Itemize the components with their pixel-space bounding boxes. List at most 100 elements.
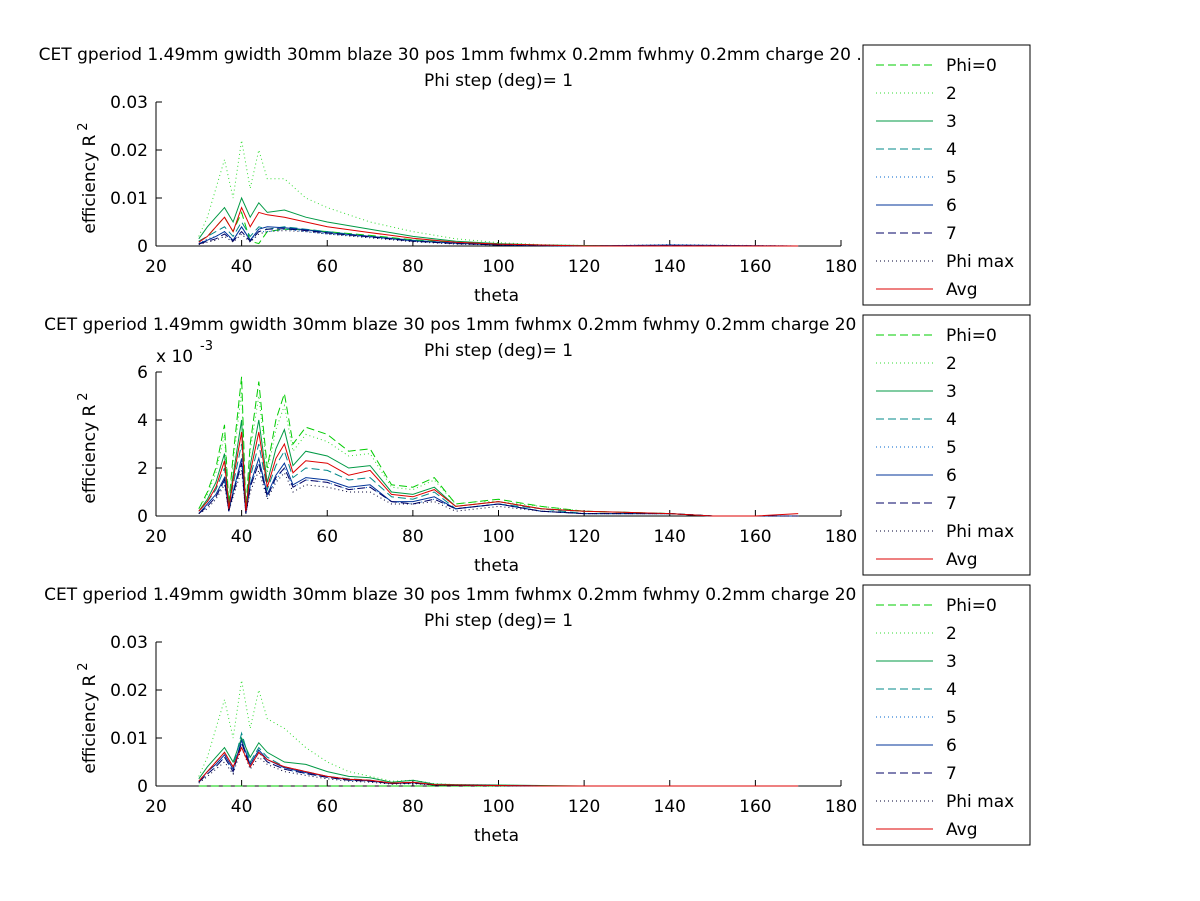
legend-label: Phi=0 [946, 56, 997, 76]
x-tick-label: 160 [739, 527, 771, 547]
legend-label: Phi max [946, 792, 1014, 812]
x-tick-label: 160 [739, 797, 771, 817]
x-tick-label: 140 [654, 797, 686, 817]
legend-label: 7 [946, 224, 957, 244]
x-tick-label: 100 [482, 257, 514, 277]
legend-label: Avg [946, 550, 978, 570]
series-line-7 [198, 461, 799, 517]
chart-panel-1: CET gperiod 1.49mm gwidth 30mm blaze 30 … [39, 44, 1031, 306]
y-tick-label: 2 [137, 459, 148, 479]
legend-label: 4 [946, 140, 957, 160]
legend-label: 4 [946, 680, 957, 700]
y-axis-label: efficiency R 2 [76, 392, 100, 503]
legend-label: 5 [946, 708, 957, 728]
chart-title: CET gperiod 1.49mm gwidth 30mm blaze 30 … [44, 315, 953, 335]
y-tick-label: 0 [137, 507, 148, 527]
legend-label: 5 [946, 438, 957, 458]
legend-box [862, 584, 1031, 846]
y-axis-label-superscript: 2 [76, 662, 91, 670]
series-line-7 [198, 741, 799, 787]
legend-label: 7 [946, 764, 957, 784]
legend-label: 6 [946, 466, 957, 486]
y-axis-label-superscript: 2 [76, 122, 91, 130]
x-tick-label: 40 [231, 527, 253, 547]
legend-box [862, 44, 1031, 306]
legend-label: 6 [946, 736, 957, 756]
legend-label: 5 [946, 168, 957, 188]
chart-panel-3: CET gperiod 1.49mm gwidth 30mm blaze 30 … [44, 584, 1031, 846]
y-tick-label: 0.02 [110, 681, 148, 701]
y-tick-label: 0 [137, 237, 148, 257]
chart-subtitle: Phi step (deg)= 1 [424, 341, 573, 361]
y-tick-label: 0.01 [110, 189, 148, 209]
x-tick-label: 80 [402, 257, 424, 277]
series-line-6 [198, 738, 799, 787]
x-tick-label: 120 [568, 257, 600, 277]
legend-label: 6 [946, 196, 957, 216]
series-line-4 [198, 731, 799, 787]
y-axis-label: efficiency R 2 [76, 662, 100, 773]
legend-label: 2 [946, 84, 957, 104]
legend-box [862, 314, 1031, 576]
x-tick-label: 80 [402, 527, 424, 547]
y-exponent-label: x 10 [156, 347, 193, 367]
legend: Phi=0 2 3 4 5 6 7 Phi max Avg [862, 314, 1031, 576]
x-tick-label: 40 [231, 257, 253, 277]
series-line-4 [198, 443, 799, 517]
series-line-9 [198, 206, 799, 247]
y-axis-label-text: efficiency R [80, 675, 100, 774]
y-tick-label: 0 [137, 777, 148, 797]
legend-label: 7 [946, 494, 957, 514]
series-line-1 [198, 376, 799, 517]
y-axis-label-text: efficiency R [80, 135, 100, 234]
y-tick-label: 4 [137, 411, 148, 431]
chart-panel-2: CET gperiod 1.49mm gwidth 30mm blaze 30 … [44, 314, 1031, 576]
legend-label: 3 [946, 652, 957, 672]
series-line-3 [198, 196, 799, 247]
series-line-5 [198, 461, 799, 517]
legend-label: Phi=0 [946, 596, 997, 616]
series-line-5 [198, 225, 799, 247]
y-axis-label: efficiency R 2 [76, 122, 100, 233]
series-line-2 [198, 391, 799, 517]
legend-label: 2 [946, 624, 957, 644]
x-tick-label: 160 [739, 257, 771, 277]
y-tick-label: 0.03 [110, 93, 148, 113]
series-line-7 [198, 228, 799, 247]
x-tick-label: 100 [482, 797, 514, 817]
y-axis-label-superscript: 2 [76, 392, 91, 400]
series-line-5 [198, 741, 799, 787]
x-tick-label: 140 [654, 527, 686, 547]
x-tick-label: 20 [145, 797, 167, 817]
series-line-8 [198, 230, 799, 247]
x-tick-label: 180 [825, 257, 857, 277]
x-tick-label: 120 [568, 527, 600, 547]
x-tick-label: 60 [316, 797, 338, 817]
y-tick-label: 6 [137, 363, 148, 383]
chart-title: CET gperiod 1.49mm gwidth 30mm blaze 30 … [44, 585, 953, 605]
legend-label: 3 [946, 112, 957, 132]
x-tick-label: 180 [825, 527, 857, 547]
series-line-8 [198, 468, 799, 517]
chart-subtitle: Phi step (deg)= 1 [424, 611, 573, 631]
x-tick-label: 80 [402, 797, 424, 817]
series-line-3 [198, 736, 799, 787]
x-tick-label: 60 [316, 527, 338, 547]
legend-label: Phi max [946, 522, 1014, 542]
x-tick-label: 20 [145, 527, 167, 547]
x-axis-label: theta [474, 826, 519, 846]
x-tick-label: 20 [145, 257, 167, 277]
y-tick-label: 0.02 [110, 141, 148, 161]
x-tick-label: 180 [825, 797, 857, 817]
legend-label: Avg [946, 820, 978, 840]
x-axis-label: theta [474, 556, 519, 576]
legend: Phi=0 2 3 4 5 6 7 Phi max Avg [862, 44, 1031, 306]
legend-label: Avg [946, 280, 978, 300]
legend-label: 4 [946, 410, 957, 430]
x-tick-label: 100 [482, 527, 514, 547]
x-tick-label: 140 [654, 257, 686, 277]
chart-title: CET gperiod 1.49mm gwidth 30mm blaze 30 … [39, 45, 959, 65]
legend-label: 2 [946, 354, 957, 374]
y-tick-label: 0.01 [110, 729, 148, 749]
chart-subtitle: Phi step (deg)= 1 [424, 71, 573, 91]
